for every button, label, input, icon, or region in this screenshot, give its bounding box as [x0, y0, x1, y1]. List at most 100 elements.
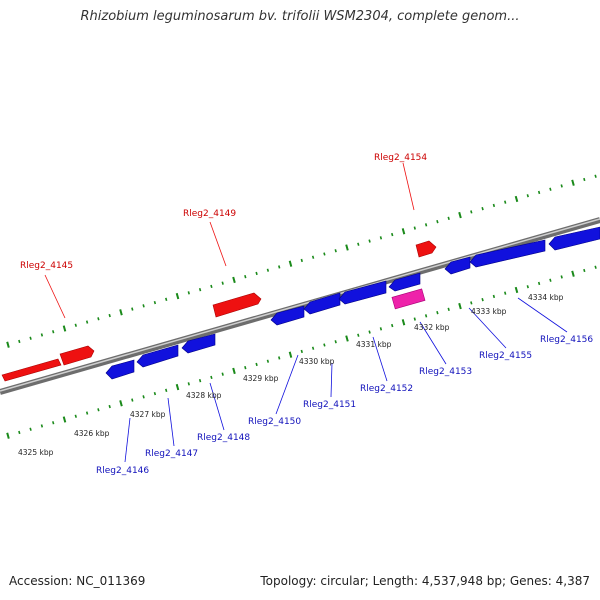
- scale-label: 4328 kbp: [186, 391, 222, 400]
- scale-label: 4325 kbp: [18, 448, 54, 457]
- tick-mark: [288, 260, 293, 267]
- tick-mark: [583, 177, 586, 182]
- gene-rleg2-4153-box[interactable]: [391, 288, 426, 310]
- tick-mark: [165, 388, 168, 393]
- tick-mark: [74, 414, 77, 418]
- upper-tick-track: [6, 174, 597, 348]
- tick-mark: [526, 285, 529, 289]
- gene-rleg2-4155b-arrow[interactable]: [469, 239, 546, 268]
- tick-mark: [142, 304, 145, 308]
- tick-mark: [278, 356, 281, 360]
- tick-mark: [6, 341, 10, 348]
- gene-rleg2-4152b-arrow[interactable]: [388, 272, 421, 292]
- tick-mark: [232, 367, 236, 375]
- tick-mark: [413, 226, 416, 230]
- forward-gene-labels: Rleg2_4145 Rleg2_4149 Rleg2_4154: [20, 153, 427, 271]
- tick-mark: [85, 411, 89, 415]
- tick-mark: [537, 190, 541, 195]
- gene-rleg2-4145a-arrow[interactable]: [1, 358, 62, 382]
- tick-mark: [131, 307, 134, 311]
- scale-label: 4330 kbp: [299, 357, 335, 366]
- genome-summary-text: Topology: circular; Length: 4,537,948 bp…: [260, 574, 590, 588]
- tick-mark: [142, 395, 145, 399]
- tick-mark: [368, 239, 371, 243]
- gene-label[interactable]: Rleg2_4147: [145, 449, 198, 459]
- tick-mark: [334, 340, 337, 344]
- gene-label[interactable]: Rleg2_4145: [20, 261, 73, 271]
- gene-rleg2-4147-arrow[interactable]: [136, 344, 179, 368]
- gene-label[interactable]: Rleg2_4151: [303, 400, 356, 410]
- tick-mark: [311, 346, 315, 350]
- genome-backbone: [0, 217, 600, 395]
- tick-mark: [187, 382, 190, 386]
- tick-mark: [52, 421, 55, 425]
- tick-mark: [210, 375, 213, 380]
- gene-rleg2-4152-arrow[interactable]: [338, 280, 387, 305]
- tick-mark: [447, 216, 450, 221]
- gene-label[interactable]: Rleg2_4148: [197, 433, 250, 443]
- gene-rleg2-4155-arrow[interactable]: [444, 256, 471, 275]
- tick-mark: [187, 291, 190, 295]
- genome-title: Rhizobium leguminosarum bv. trifolii WSM…: [80, 9, 520, 24]
- tick-mark: [424, 223, 428, 227]
- tick-mark: [266, 359, 270, 363]
- tick-mark: [391, 232, 394, 237]
- tick-mark: [108, 404, 111, 409]
- tick-mark: [481, 206, 484, 211]
- scale-label: 4333 kbp: [471, 307, 507, 316]
- tick-mark: [175, 383, 180, 391]
- gene-rleg2-4148-arrow[interactable]: [181, 333, 216, 354]
- gene-rleg2-4156-arrow[interactable]: [548, 226, 600, 251]
- tick-mark: [323, 252, 326, 256]
- tick-mark: [40, 424, 44, 428]
- tick-mark: [424, 314, 428, 318]
- tick-mark: [175, 292, 180, 300]
- tick-mark: [40, 333, 44, 337]
- tick-mark: [470, 301, 473, 305]
- tick-mark: [357, 242, 360, 246]
- scale-label: 4332 kbp: [414, 323, 450, 332]
- tick-mark: [198, 287, 202, 292]
- gene-label[interactable]: Rleg2_4149: [183, 209, 236, 219]
- gene-rleg2-4154-arrow[interactable]: [415, 240, 437, 258]
- tick-mark: [18, 339, 21, 344]
- label-leaders: [44, 162, 568, 463]
- gene-label[interactable]: Rleg2_4155: [479, 351, 532, 361]
- tick-mark: [436, 310, 439, 315]
- tick-mark: [514, 195, 519, 203]
- tick-mark: [97, 408, 100, 412]
- tick-mark: [583, 268, 586, 273]
- scale-label: 4326 kbp: [74, 429, 110, 438]
- tick-mark: [232, 276, 236, 284]
- scale-label: 4327 kbp: [130, 410, 166, 419]
- gene-label[interactable]: Rleg2_4150: [248, 417, 301, 427]
- lower-tick-track: [6, 265, 597, 439]
- reverse-genes: [105, 226, 600, 380]
- gene-rleg2-4146-arrow[interactable]: [105, 359, 135, 380]
- gene-rleg2-4150-arrow[interactable]: [270, 305, 305, 326]
- gene-rleg2-4151-arrow[interactable]: [303, 292, 341, 315]
- tick-mark: [345, 244, 349, 251]
- tick-mark: [266, 268, 270, 272]
- tick-mark: [300, 258, 303, 263]
- tick-mark: [571, 270, 575, 277]
- tick-mark: [62, 325, 67, 332]
- tick-mark: [255, 271, 258, 276]
- gene-label[interactable]: Rleg2_4152: [360, 384, 413, 394]
- gene-rleg2-4149-arrow[interactable]: [212, 292, 262, 318]
- tick-mark: [278, 265, 281, 269]
- tick-mark: [244, 365, 247, 370]
- tick-mark: [504, 291, 507, 295]
- gene-label[interactable]: Rleg2_4153: [419, 367, 472, 377]
- tick-mark: [300, 349, 303, 354]
- tick-mark: [504, 200, 507, 204]
- gene-label[interactable]: Rleg2_4146: [96, 466, 149, 476]
- gene-label[interactable]: Rleg2_4154: [374, 153, 427, 163]
- gene-label[interactable]: Rleg2_4156: [540, 335, 593, 345]
- tick-mark: [221, 372, 224, 376]
- gene-rleg2-4145-arrow[interactable]: [59, 345, 95, 366]
- tick-mark: [391, 323, 394, 328]
- tick-mark: [119, 400, 123, 407]
- tick-mark: [334, 249, 337, 253]
